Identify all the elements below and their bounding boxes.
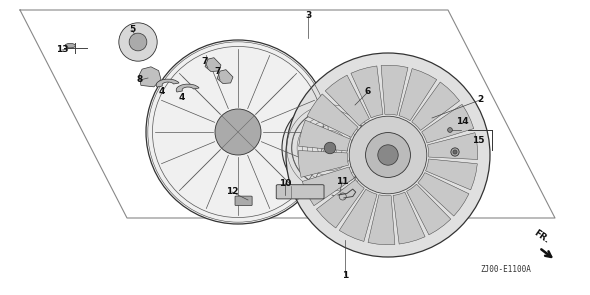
- Text: 10: 10: [279, 178, 291, 188]
- Text: 15: 15: [472, 135, 484, 145]
- Polygon shape: [299, 150, 349, 177]
- Polygon shape: [428, 133, 478, 160]
- Text: 5: 5: [129, 25, 135, 35]
- Polygon shape: [307, 94, 358, 137]
- Ellipse shape: [448, 128, 453, 132]
- Polygon shape: [381, 65, 408, 115]
- Polygon shape: [339, 189, 377, 241]
- Polygon shape: [399, 68, 437, 121]
- Text: FR.: FR.: [532, 228, 550, 245]
- Polygon shape: [217, 70, 233, 83]
- Ellipse shape: [453, 150, 457, 154]
- Ellipse shape: [215, 109, 261, 155]
- Polygon shape: [139, 67, 161, 87]
- Ellipse shape: [378, 145, 398, 165]
- Ellipse shape: [146, 40, 330, 224]
- Text: 8: 8: [137, 76, 143, 84]
- Ellipse shape: [349, 116, 427, 194]
- Ellipse shape: [119, 23, 157, 61]
- Polygon shape: [368, 195, 395, 245]
- Ellipse shape: [324, 142, 336, 154]
- Text: 12: 12: [226, 188, 238, 196]
- Text: ZJ00-E1100A: ZJ00-E1100A: [480, 266, 531, 275]
- Polygon shape: [299, 120, 350, 151]
- Polygon shape: [302, 167, 355, 206]
- Polygon shape: [425, 159, 477, 190]
- Ellipse shape: [65, 43, 76, 48]
- Text: 13: 13: [55, 45, 68, 55]
- Text: 3: 3: [305, 11, 311, 19]
- Polygon shape: [407, 184, 451, 235]
- Polygon shape: [418, 173, 469, 216]
- Text: 1: 1: [342, 271, 348, 279]
- Text: 11: 11: [336, 178, 348, 186]
- Ellipse shape: [282, 100, 378, 196]
- Ellipse shape: [366, 132, 411, 177]
- Polygon shape: [205, 58, 221, 72]
- Ellipse shape: [286, 53, 490, 257]
- Text: eReplacementParts.com: eReplacementParts.com: [227, 148, 363, 158]
- Text: 6: 6: [365, 88, 371, 96]
- Ellipse shape: [451, 148, 459, 156]
- Text: 14: 14: [455, 117, 468, 127]
- Polygon shape: [422, 104, 474, 143]
- Polygon shape: [393, 192, 425, 244]
- Text: 4: 4: [159, 88, 165, 96]
- Text: 7: 7: [202, 58, 208, 66]
- Text: 2: 2: [477, 96, 483, 104]
- Polygon shape: [351, 66, 383, 118]
- Polygon shape: [412, 82, 460, 130]
- Wedge shape: [156, 79, 179, 87]
- FancyBboxPatch shape: [276, 185, 324, 199]
- Ellipse shape: [129, 33, 147, 51]
- Wedge shape: [176, 84, 199, 92]
- Polygon shape: [325, 75, 369, 126]
- Polygon shape: [316, 180, 364, 228]
- FancyBboxPatch shape: [235, 196, 252, 206]
- Text: 7: 7: [215, 68, 221, 76]
- Text: 4: 4: [179, 94, 185, 102]
